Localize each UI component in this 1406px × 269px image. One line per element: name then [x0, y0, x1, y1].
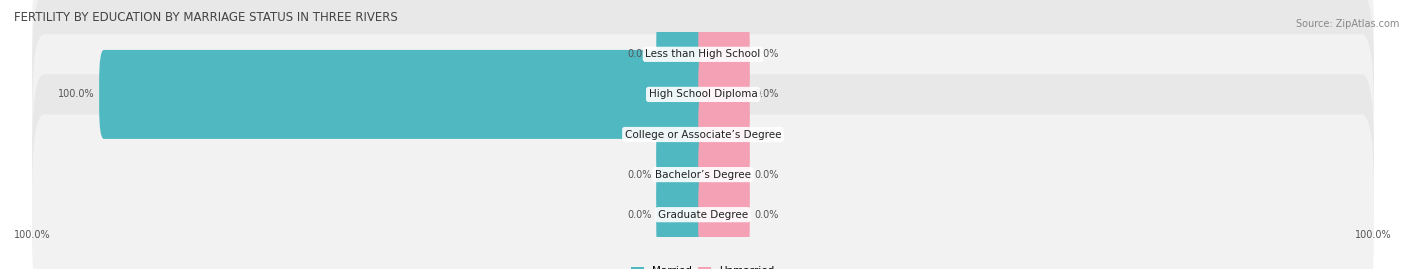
- FancyBboxPatch shape: [32, 0, 1374, 195]
- FancyBboxPatch shape: [699, 50, 749, 139]
- Text: 0.0%: 0.0%: [754, 49, 779, 59]
- Text: Graduate Degree: Graduate Degree: [658, 210, 748, 220]
- FancyBboxPatch shape: [657, 90, 707, 179]
- Text: 0.0%: 0.0%: [627, 129, 652, 140]
- FancyBboxPatch shape: [699, 90, 749, 179]
- FancyBboxPatch shape: [699, 170, 749, 259]
- Text: College or Associate’s Degree: College or Associate’s Degree: [624, 129, 782, 140]
- Text: Bachelor’s Degree: Bachelor’s Degree: [655, 169, 751, 180]
- Text: 0.0%: 0.0%: [627, 49, 652, 59]
- Text: 100.0%: 100.0%: [58, 89, 96, 100]
- Text: 100.0%: 100.0%: [1355, 230, 1392, 240]
- Text: High School Diploma: High School Diploma: [648, 89, 758, 100]
- Legend: Married, Unmarried: Married, Unmarried: [631, 267, 775, 269]
- Text: 0.0%: 0.0%: [754, 210, 779, 220]
- FancyBboxPatch shape: [657, 10, 707, 99]
- Text: 100.0%: 100.0%: [14, 230, 51, 240]
- FancyBboxPatch shape: [699, 130, 749, 219]
- FancyBboxPatch shape: [32, 114, 1374, 269]
- Text: 0.0%: 0.0%: [754, 89, 779, 100]
- FancyBboxPatch shape: [657, 130, 707, 219]
- FancyBboxPatch shape: [32, 74, 1374, 269]
- Text: FERTILITY BY EDUCATION BY MARRIAGE STATUS IN THREE RIVERS: FERTILITY BY EDUCATION BY MARRIAGE STATU…: [14, 11, 398, 24]
- Text: 0.0%: 0.0%: [754, 169, 779, 180]
- Text: Less than High School: Less than High School: [645, 49, 761, 59]
- Text: 0.0%: 0.0%: [754, 129, 779, 140]
- FancyBboxPatch shape: [32, 0, 1374, 155]
- FancyBboxPatch shape: [699, 10, 749, 99]
- Text: 0.0%: 0.0%: [627, 169, 652, 180]
- Text: Source: ZipAtlas.com: Source: ZipAtlas.com: [1295, 19, 1399, 29]
- FancyBboxPatch shape: [32, 34, 1374, 235]
- FancyBboxPatch shape: [657, 170, 707, 259]
- Text: 0.0%: 0.0%: [627, 210, 652, 220]
- FancyBboxPatch shape: [100, 50, 707, 139]
